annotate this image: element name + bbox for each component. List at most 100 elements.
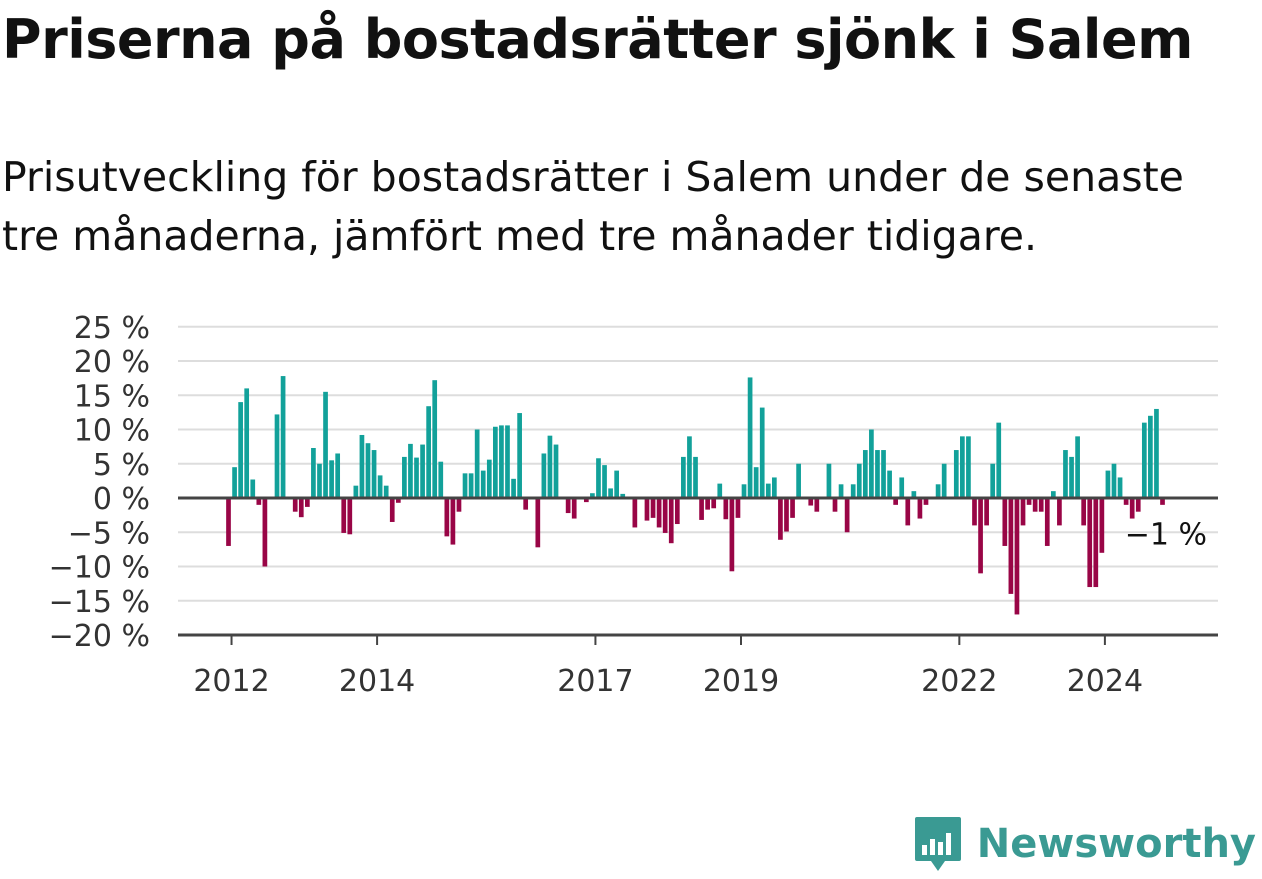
bar [250, 479, 256, 498]
bar [668, 498, 674, 544]
bar [365, 443, 371, 498]
bar [1087, 498, 1093, 588]
bar [953, 450, 959, 498]
bar [499, 425, 504, 498]
bar [1129, 498, 1135, 519]
newsworthy-logo-icon [914, 817, 961, 871]
bar [256, 498, 262, 505]
x-tick-label: 2014 [339, 664, 415, 699]
bar [1148, 415, 1153, 498]
bar [1050, 491, 1056, 498]
bar [335, 453, 341, 498]
bar [420, 444, 425, 498]
bar [717, 483, 723, 498]
bar [875, 450, 880, 498]
bar [693, 456, 698, 498]
bar [468, 473, 474, 498]
bar [535, 498, 541, 548]
bar [359, 434, 365, 498]
bar [474, 429, 480, 498]
bar [571, 498, 577, 519]
x-tick-label: 2022 [921, 664, 997, 699]
bar [408, 443, 413, 498]
bar [699, 498, 704, 520]
bar [832, 498, 838, 512]
bar [347, 498, 353, 535]
bar [887, 470, 892, 498]
bar [292, 498, 298, 512]
bar [656, 498, 662, 528]
newsworthy-logo: Newsworthy [913, 815, 1256, 873]
bar [414, 457, 419, 498]
x-tick-label: 2017 [557, 664, 633, 699]
bar [729, 498, 735, 572]
bar [869, 429, 874, 498]
bar [759, 407, 765, 498]
bar [1093, 498, 1099, 588]
bar [462, 473, 468, 498]
bar [486, 459, 492, 498]
bar [844, 498, 850, 533]
bar [881, 450, 886, 498]
bar [1038, 498, 1044, 512]
bar [450, 498, 456, 545]
bar [966, 436, 971, 498]
bar [602, 465, 607, 498]
bar [1117, 477, 1123, 498]
x-axis-ticks: 2012 2014 2017 2019 2022 2024 [193, 635, 1143, 699]
bar [1105, 470, 1111, 498]
bar [941, 463, 947, 498]
bar [747, 377, 753, 498]
bar [1135, 498, 1141, 512]
y-tick-label: 15 % [74, 379, 150, 414]
bar [1111, 463, 1117, 498]
bar [723, 498, 729, 520]
bar [432, 380, 438, 498]
bar [402, 456, 407, 498]
bar [511, 478, 516, 498]
bar [426, 406, 431, 498]
bar [438, 461, 444, 498]
bar [893, 498, 898, 505]
bar [1075, 436, 1080, 498]
bar [226, 498, 231, 546]
bar [541, 453, 547, 498]
y-tick-label: 20 % [74, 345, 150, 380]
bar [662, 498, 668, 533]
bar [232, 467, 237, 498]
bar [681, 456, 686, 498]
bar [329, 460, 334, 498]
bar [238, 402, 243, 498]
bar [772, 477, 777, 498]
bar [735, 498, 741, 518]
bar [523, 498, 529, 510]
bar [590, 493, 595, 498]
axes [178, 496, 1218, 637]
bar [317, 463, 322, 498]
bar [1008, 498, 1014, 594]
bar [505, 425, 510, 498]
bar [341, 498, 347, 533]
bar [353, 485, 359, 498]
bar [1063, 450, 1068, 498]
bar [444, 498, 450, 537]
bar [984, 498, 989, 526]
chart-title: Priserna på bostadsrätter sjönk i Salem [2, 8, 1193, 71]
bar [244, 388, 250, 498]
bar-chart: 25 %20 %15 %10 %5 %0 %−5 %−10 %−15 %−20 … [49, 311, 1218, 699]
bar [778, 498, 783, 540]
bar [650, 498, 656, 518]
bar [1002, 498, 1008, 546]
bar [674, 498, 680, 525]
bar [547, 435, 553, 498]
bar [280, 376, 286, 498]
bar [262, 498, 268, 567]
bar [480, 470, 486, 498]
bar [784, 498, 789, 532]
bar [862, 450, 868, 498]
bar [1081, 498, 1087, 526]
y-tick-label: −20 % [49, 619, 150, 654]
x-tick-label: 2012 [193, 664, 269, 699]
bar [1069, 456, 1074, 498]
y-tick-label: 5 % [93, 448, 150, 483]
